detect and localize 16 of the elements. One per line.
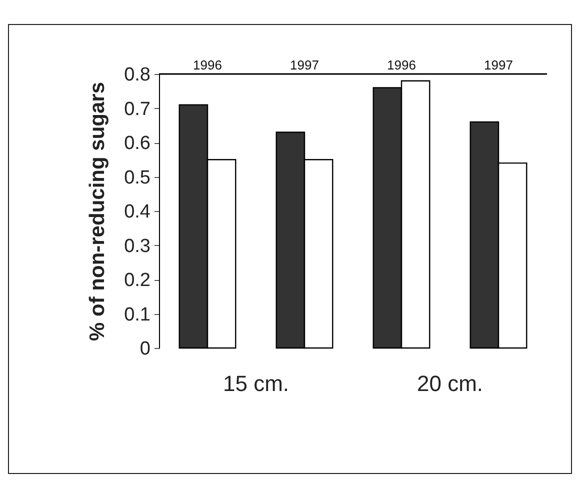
x-tick-label: 1996 — [193, 58, 222, 72]
y-tick-label: 0.8 — [124, 64, 150, 86]
y-tick-label: 0.6 — [124, 133, 150, 154]
y-axis-title: % of non-reducing sugars — [86, 82, 110, 342]
y-tick-label: 0.1 — [124, 304, 150, 326]
x-tick-label: 1997 — [484, 58, 513, 72]
y-tick-label: 0.2 — [124, 270, 150, 291]
y-tick-label: 0.3 — [124, 236, 150, 257]
y-tick-label: 0.4 — [124, 202, 151, 222]
y-tick-label: 0.5 — [124, 167, 150, 188]
y-tick-label: 0.7 — [124, 98, 150, 120]
x-tick-label: 1996 — [387, 58, 416, 72]
y-tick-label: 0 — [140, 338, 150, 360]
text: 15 cm. — [222, 371, 290, 396]
x-tick-label: 1997 — [290, 58, 319, 72]
text: 20 cm. — [416, 371, 484, 396]
